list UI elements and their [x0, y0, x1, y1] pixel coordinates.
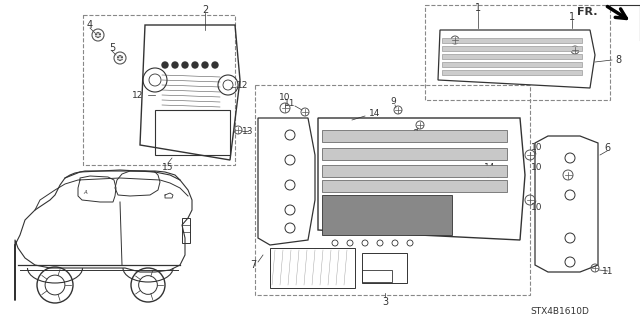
Bar	[442, 70, 582, 75]
Text: 6: 6	[604, 143, 610, 153]
Text: 9: 9	[390, 97, 396, 106]
Text: 2: 2	[202, 5, 208, 15]
Text: STX4B1610D: STX4B1610D	[531, 308, 589, 316]
Bar	[270, 248, 355, 288]
Text: 1: 1	[569, 12, 575, 22]
Text: 4: 4	[87, 20, 93, 30]
Text: 8: 8	[615, 55, 621, 65]
Text: 11: 11	[284, 99, 296, 108]
Bar	[322, 165, 507, 177]
Text: 9: 9	[412, 129, 418, 137]
Text: 10: 10	[531, 164, 543, 173]
Text: A: A	[83, 189, 87, 195]
Text: 14: 14	[369, 108, 381, 117]
Circle shape	[202, 62, 208, 68]
Bar	[362, 270, 392, 282]
Circle shape	[118, 56, 122, 60]
Text: 10: 10	[531, 144, 543, 152]
Bar	[442, 54, 582, 59]
Bar	[442, 46, 582, 51]
Text: 13: 13	[243, 128, 253, 137]
Bar	[442, 38, 582, 43]
Text: 10: 10	[531, 203, 543, 211]
Text: 14: 14	[484, 164, 496, 173]
Text: 5: 5	[109, 43, 115, 53]
Text: 11: 11	[602, 268, 614, 277]
Bar	[425, 5, 610, 100]
Text: 7: 7	[250, 260, 256, 270]
Bar	[83, 15, 235, 165]
Bar	[322, 195, 452, 235]
Bar	[322, 148, 507, 160]
Circle shape	[95, 33, 100, 37]
Bar	[155, 110, 230, 155]
Circle shape	[212, 62, 218, 68]
Text: FR.: FR.	[577, 7, 598, 17]
Text: 1: 1	[475, 3, 481, 13]
Circle shape	[182, 62, 188, 68]
Bar	[255, 85, 530, 295]
Bar	[362, 253, 407, 283]
Circle shape	[162, 62, 168, 68]
Text: 10: 10	[279, 93, 291, 102]
Bar	[442, 62, 582, 67]
Text: 15: 15	[163, 162, 173, 172]
Bar	[322, 180, 507, 192]
Bar	[322, 130, 507, 142]
Circle shape	[172, 62, 178, 68]
Text: 12: 12	[237, 80, 249, 90]
Text: 12: 12	[132, 91, 144, 100]
Bar	[182, 218, 190, 243]
Circle shape	[192, 62, 198, 68]
Text: 3: 3	[382, 297, 388, 307]
